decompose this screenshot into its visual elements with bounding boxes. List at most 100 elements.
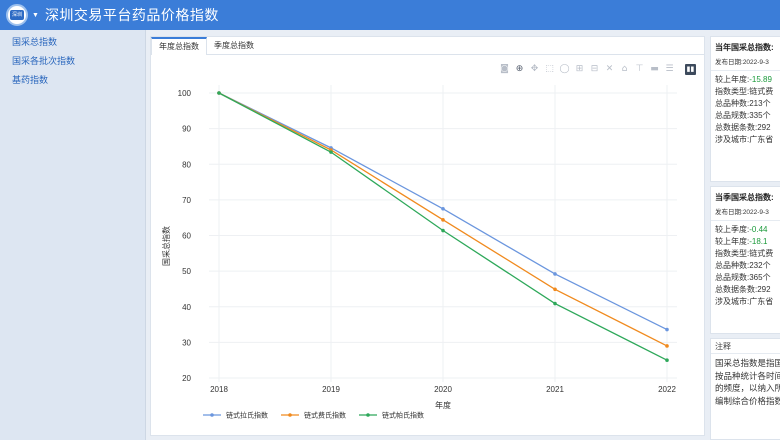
data-point[interactable]	[441, 218, 445, 222]
y-axis-label: 国采总指数	[161, 226, 171, 266]
autoscale-icon[interactable]: ✕	[605, 64, 614, 74]
zoom-in-icon[interactable]: ⊞	[575, 64, 584, 74]
chart-grid	[209, 85, 677, 382]
stat-value: -0.44	[749, 225, 768, 234]
stat-value: -15.89	[749, 75, 772, 84]
annual-index-card: 当年国采总指数: 发布日期:2022-9-3 较上年度:-15.89 指数类型:…	[710, 36, 780, 182]
reset-axes-icon[interactable]: ⌂	[621, 64, 628, 74]
logo-text: 深圳	[10, 10, 24, 20]
data-point[interactable]	[553, 301, 557, 306]
chart-card: 年度总指数 季度总指数 ◙ ⊕ ✥ ⬚ ◯ ⊞ ⊟ ✕ ⌂ ⊤ ▬ ☰ ▮▮ 2…	[150, 36, 705, 436]
stat-value: -18.1	[749, 237, 768, 246]
stat-row: 总数据条数:292	[711, 284, 780, 296]
stat-value: 链式费	[749, 249, 774, 258]
header-bar: 深圳 ▼ 深圳交易平台药品价格指数	[0, 0, 780, 30]
quarterly-card-date: 发布日期:2022-9-3	[711, 203, 780, 216]
note-card: 注释 国采总指数是指国采目录内的药品，按品种统计各时间段的采购使用药品的频度，以…	[710, 338, 780, 440]
legend-label[interactable]: 链式拉氏指数	[226, 411, 268, 420]
pan-icon[interactable]: ✥	[530, 64, 539, 74]
logo[interactable]: 深圳	[6, 4, 28, 26]
date-value: 2022-9-3	[742, 59, 769, 66]
date-label: 发布日期:	[715, 59, 743, 66]
stat-value: 292	[757, 123, 771, 132]
y-tick-label: 50	[182, 267, 191, 276]
tab-quarterly-index[interactable]: 季度总指数	[214, 41, 254, 50]
y-tick-label: 40	[182, 303, 191, 312]
hover-compare-icon[interactable]: ☰	[665, 64, 674, 74]
legend-marker	[366, 413, 370, 417]
divider	[711, 220, 780, 221]
stat-row: 总品规数:365个	[711, 272, 780, 284]
chart-ticks: 20 30 40 50 60 70 80 90 100 2018 2019 2020 2021 2022	[178, 89, 677, 394]
lasso-icon[interactable]: ◯	[559, 64, 570, 74]
sidebar-item-essential-drug-index[interactable]: 基药指数	[12, 75, 49, 85]
stat-row: 总品种数:232个	[711, 260, 780, 272]
note-title: 注释	[711, 339, 780, 354]
data-point[interactable]	[665, 358, 669, 362]
tab-bar: 年度总指数 季度总指数	[151, 37, 704, 55]
data-point[interactable]	[553, 272, 557, 276]
stat-value: 365个	[749, 273, 771, 282]
sidebar: 国采总指数 国采各批次指数 基药指数	[0, 30, 146, 440]
stat-label: 较上季度:	[715, 225, 750, 234]
sidebar-item-national-total-index[interactable]: 国采总指数	[12, 37, 58, 47]
x-tick-label: 2019	[322, 385, 340, 394]
y-tick-label: 90	[182, 125, 191, 134]
camera-icon[interactable]: ◙	[500, 64, 509, 74]
stat-label: 总品规数:	[715, 111, 750, 120]
tab-annual-index[interactable]: 年度总指数	[151, 37, 207, 55]
zoom-out-icon[interactable]: ⊟	[590, 64, 599, 74]
quarterly-index-card: 当季国采总指数: 发布日期:2022-9-3 较上季度:-0.44 较上年度:-…	[710, 186, 780, 334]
stat-label: 涉及城市:	[715, 135, 750, 144]
data-point[interactable]	[329, 150, 333, 154]
y-tick-label: 30	[182, 338, 191, 347]
date-value: 2022-9-3	[742, 209, 769, 216]
stat-label: 涉及城市:	[715, 297, 750, 306]
data-point[interactable]	[553, 287, 557, 292]
stat-label: 较上年度:	[715, 237, 750, 246]
zoom-icon[interactable]: ⊕	[515, 64, 524, 74]
stat-row: 较上年度:-15.89	[711, 74, 780, 86]
y-tick-label: 70	[182, 196, 191, 205]
legend-label[interactable]: 链式帕氏指数	[382, 411, 424, 420]
chart-series	[217, 91, 669, 362]
stat-label: 总数据条数:	[715, 123, 758, 132]
stat-row: 总数据条数:292	[711, 122, 780, 134]
stat-value: 213个	[749, 99, 771, 108]
spike-lines-icon[interactable]: ⊤	[635, 64, 644, 74]
stat-value: 链式费	[749, 87, 774, 96]
stat-row: 较上年度:-18.1	[711, 236, 780, 248]
hover-closest-icon[interactable]: ▬	[650, 64, 659, 74]
box-select-icon[interactable]: ⬚	[545, 64, 554, 74]
stat-label: 总品种数:	[715, 261, 750, 270]
y-tick-label: 80	[182, 160, 191, 169]
plotly-logo-icon[interactable]: ▮▮	[685, 64, 696, 75]
stat-label: 较上年度:	[715, 75, 750, 84]
stat-row: 较上季度:-0.44	[711, 224, 780, 236]
stat-row: 涉及城市:广东省	[711, 296, 780, 308]
app-title: 深圳交易平台药品价格指数	[44, 7, 219, 23]
date-label: 发布日期:	[715, 209, 743, 216]
stat-label: 指数类型:	[715, 87, 750, 96]
stat-value: 232个	[749, 261, 771, 270]
legend-label[interactable]: 链式费氏指数	[304, 411, 346, 420]
data-point[interactable]	[441, 206, 445, 211]
y-tick-label: 20	[182, 374, 191, 383]
x-tick-label: 2018	[210, 385, 228, 394]
x-axis-label: 年度	[435, 400, 451, 410]
note-body: 国采总指数是指国采目录内的药品，按品种统计各时间段的采购使用药品的频度，以纳入所…	[715, 358, 780, 406]
divider	[711, 70, 780, 71]
stat-label: 总数据条数:	[715, 285, 758, 294]
data-point[interactable]	[665, 327, 669, 332]
quarterly-card-title: 当季国采总指数:	[715, 193, 774, 202]
x-tick-label: 2021	[546, 385, 564, 394]
data-point[interactable]	[217, 91, 221, 95]
stat-label: 总品种数:	[715, 99, 750, 108]
data-point[interactable]	[441, 228, 445, 233]
data-point[interactable]	[665, 344, 669, 348]
stat-value: 广东省	[749, 297, 774, 306]
sidebar-item-national-batch-index[interactable]: 国采各批次指数	[12, 56, 76, 66]
chevron-down-icon[interactable]: ▼	[32, 11, 39, 19]
stat-value: 广东省	[749, 135, 774, 144]
